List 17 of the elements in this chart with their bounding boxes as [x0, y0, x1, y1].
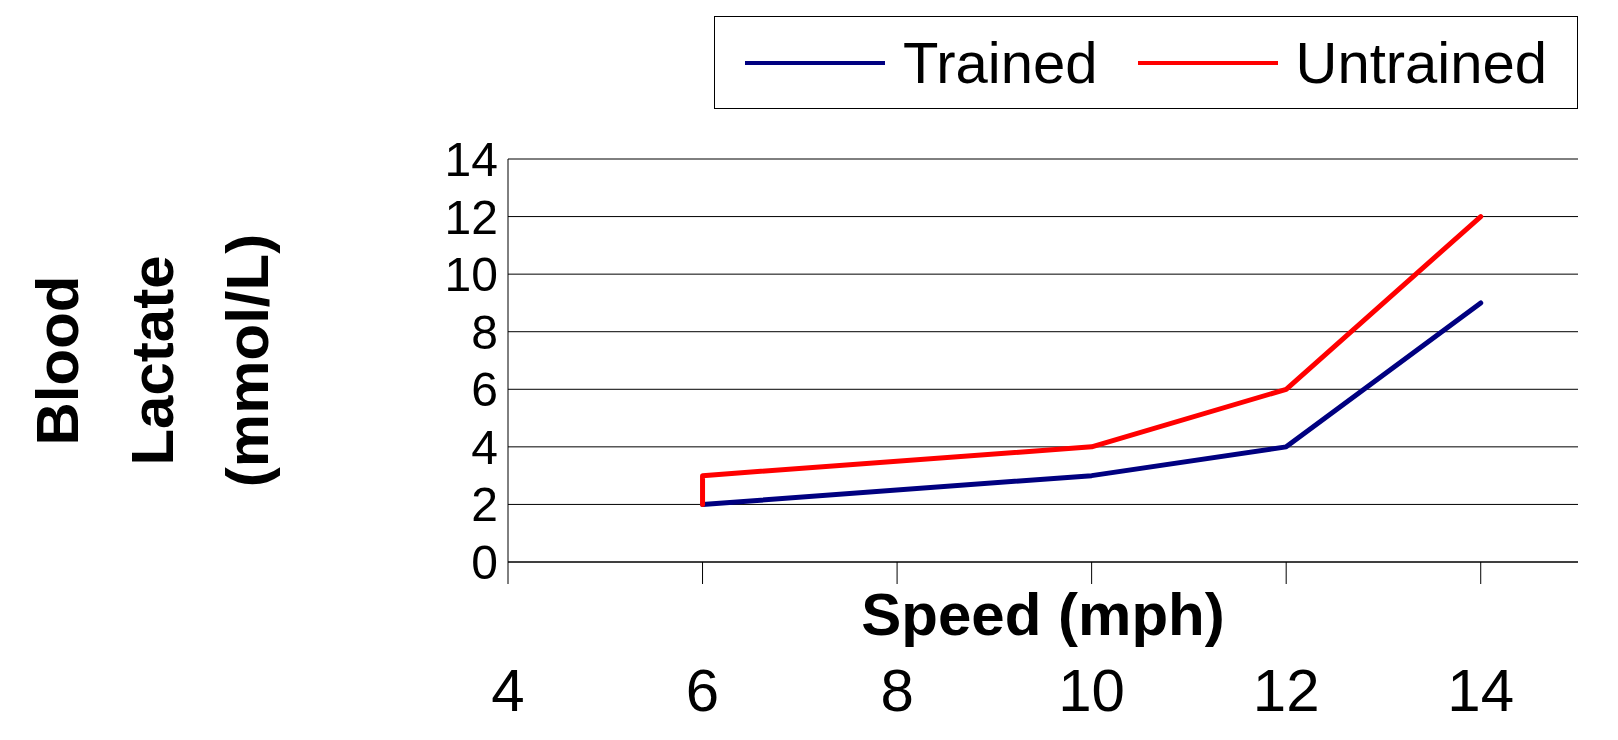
legend-label: Trained: [903, 29, 1098, 96]
y-tick-label: 6: [471, 363, 498, 417]
y-tick-label: 8: [471, 305, 498, 359]
x-tick-label: 6: [685, 657, 720, 724]
x-axis-title: Speed (mph): [861, 580, 1225, 648]
x-tick-label: 14: [1447, 657, 1515, 724]
legend-label: Untrained: [1295, 29, 1547, 96]
x-tick-label: 8: [880, 657, 914, 724]
y-tick-label: 12: [444, 190, 498, 244]
y-tick-label: 2: [471, 478, 498, 532]
y-tick-label: 0: [471, 536, 498, 589]
y-tick-label: 4: [471, 420, 498, 474]
x-tick-label: 12: [1252, 657, 1320, 724]
x-tick-label: 10: [1058, 657, 1126, 724]
y-tick-label: 10: [444, 248, 498, 302]
y-tick-label: 14: [444, 133, 498, 186]
y-axis-title: Blood Lactate (mmol/L): [24, 233, 281, 488]
